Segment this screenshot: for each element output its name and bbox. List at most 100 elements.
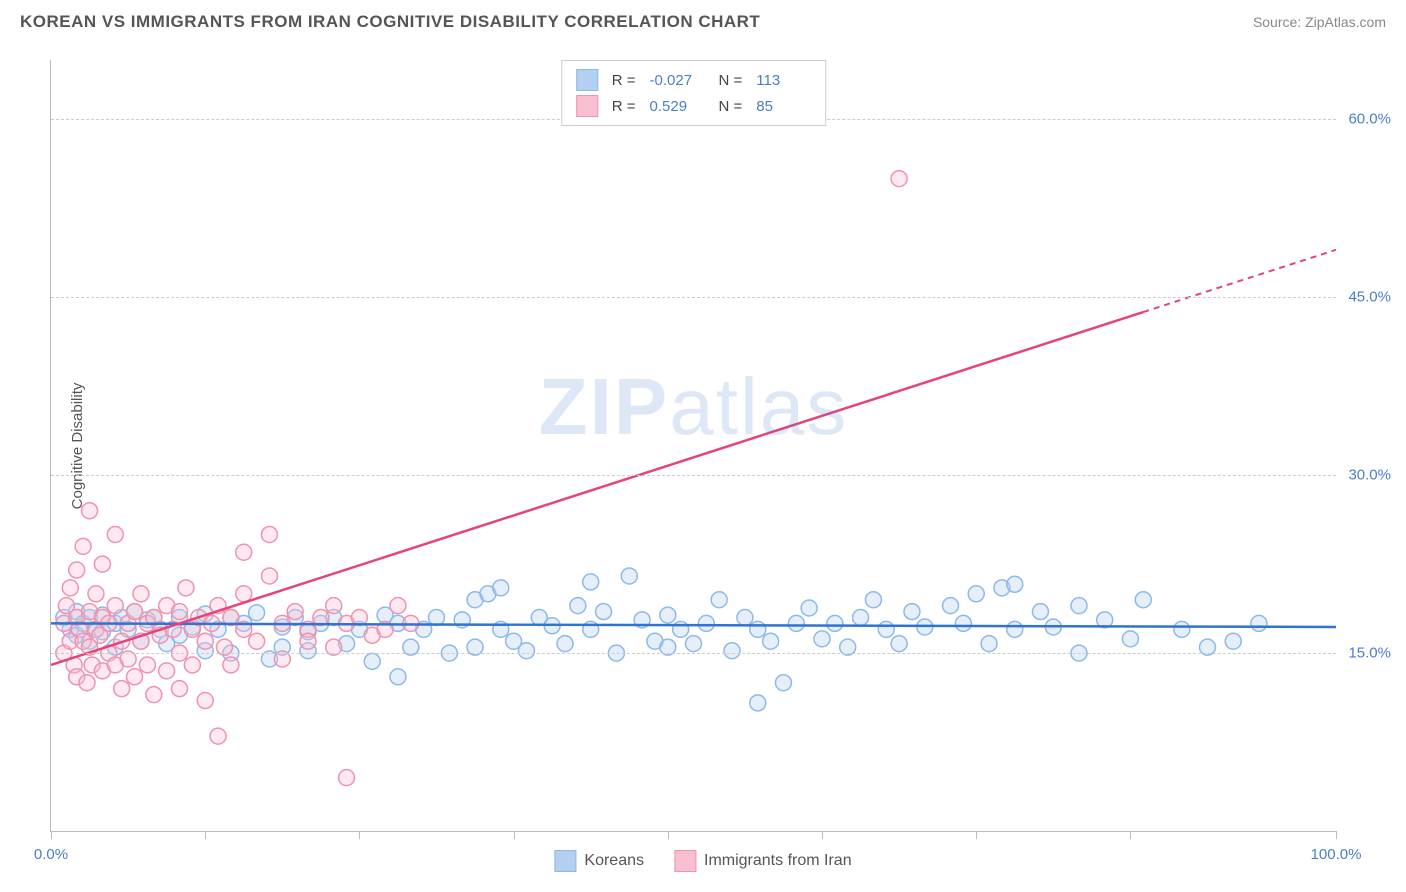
data-point-iran (127, 669, 143, 685)
data-point-koreans (943, 598, 959, 614)
data-point-iran (223, 657, 239, 673)
data-point-koreans (853, 610, 869, 626)
legend-swatch-iran (674, 850, 696, 872)
x-tick-label: 100.0% (1311, 846, 1362, 863)
stat-r-label: R = (612, 72, 636, 89)
data-point-koreans (1225, 633, 1241, 649)
data-point-iran (146, 687, 162, 703)
data-point-iran (261, 526, 277, 542)
data-point-iran (178, 580, 194, 596)
data-point-iran (88, 586, 104, 602)
data-point-koreans (763, 633, 779, 649)
chart-title: KOREAN VS IMMIGRANTS FROM IRAN COGNITIVE… (20, 12, 760, 32)
data-point-koreans (570, 598, 586, 614)
data-point-koreans (814, 631, 830, 647)
legend-item: Immigrants from Iran (674, 850, 852, 872)
data-point-iran (62, 580, 78, 596)
data-point-iran (287, 604, 303, 620)
data-point-iran (891, 171, 907, 187)
data-point-koreans (1071, 598, 1087, 614)
data-point-koreans (364, 653, 380, 669)
gridline (51, 653, 1336, 654)
plot-area: ZIPatlas R = -0.027 N = 113 R = 0.529 N … (50, 60, 1336, 832)
data-point-koreans (429, 610, 445, 626)
trend-line-iran-dashed (1143, 250, 1336, 312)
data-point-koreans (1032, 604, 1048, 620)
data-point-koreans (750, 695, 766, 711)
data-point-koreans (557, 636, 573, 652)
stat-n-label: N = (719, 72, 743, 89)
data-point-iran (133, 586, 149, 602)
data-point-koreans (801, 600, 817, 616)
data-point-koreans (904, 604, 920, 620)
data-point-iran (300, 633, 316, 649)
data-point-koreans (596, 604, 612, 620)
data-point-iran (159, 663, 175, 679)
legend-swatch-iran (576, 95, 598, 117)
x-tick (1130, 831, 1131, 839)
data-point-iran (390, 598, 406, 614)
y-tick-label: 60.0% (1348, 111, 1391, 128)
stat-r-label: R = (612, 98, 636, 115)
legend-swatch-koreans (554, 850, 576, 872)
data-point-koreans (1251, 615, 1267, 631)
stat-r-value: 0.529 (650, 98, 705, 115)
data-point-koreans (1122, 631, 1138, 647)
x-tick-label: 0.0% (34, 846, 68, 863)
x-tick (51, 831, 52, 839)
data-point-koreans (750, 621, 766, 637)
y-tick-label: 45.0% (1348, 289, 1391, 306)
data-point-koreans (775, 675, 791, 691)
data-point-koreans (711, 592, 727, 608)
legend-label: Immigrants from Iran (704, 852, 852, 870)
data-point-iran (79, 675, 95, 691)
data-point-iran (249, 633, 265, 649)
data-point-iran (82, 503, 98, 519)
data-point-koreans (621, 568, 637, 584)
x-tick (1336, 831, 1337, 839)
x-tick (359, 831, 360, 839)
data-point-koreans (865, 592, 881, 608)
x-tick (976, 831, 977, 839)
data-point-koreans (660, 607, 676, 623)
stat-n-label: N = (719, 98, 743, 115)
data-point-koreans (390, 669, 406, 685)
stat-n-value: 85 (756, 98, 811, 115)
data-point-iran (107, 598, 123, 614)
data-point-iran (197, 693, 213, 709)
source-label: Source: ZipAtlas.com (1253, 14, 1386, 30)
data-point-iran (69, 562, 85, 578)
data-point-iran (172, 681, 188, 697)
data-point-koreans (981, 636, 997, 652)
data-point-koreans (891, 636, 907, 652)
data-point-koreans (968, 586, 984, 602)
data-point-iran (139, 657, 155, 673)
data-point-iran (172, 604, 188, 620)
data-point-koreans (827, 615, 843, 631)
legend-swatch-koreans (576, 69, 598, 91)
data-point-koreans (249, 605, 265, 621)
data-point-iran (75, 538, 91, 554)
data-point-koreans (686, 636, 702, 652)
data-point-iran (339, 770, 355, 786)
stat-n-value: 113 (756, 72, 811, 89)
stat-legend-row: R = 0.529 N = 85 (576, 93, 812, 119)
data-point-iran (210, 728, 226, 744)
data-point-iran (197, 633, 213, 649)
stat-r-value: -0.027 (650, 72, 705, 89)
data-point-koreans (788, 615, 804, 631)
data-point-iran (184, 657, 200, 673)
gridline (51, 475, 1336, 476)
chart-container: ZIPatlas R = -0.027 N = 113 R = 0.529 N … (50, 60, 1336, 832)
stat-legend: R = -0.027 N = 113 R = 0.529 N = 85 (561, 60, 827, 126)
data-point-iran (261, 568, 277, 584)
data-point-koreans (724, 643, 740, 659)
x-tick (205, 831, 206, 839)
data-point-koreans (493, 580, 509, 596)
data-point-koreans (1135, 592, 1151, 608)
data-point-koreans (518, 643, 534, 659)
data-point-iran (236, 544, 252, 560)
legend-item: Koreans (554, 850, 644, 872)
scatter-plot-svg (51, 60, 1336, 831)
data-point-koreans (1007, 576, 1023, 592)
